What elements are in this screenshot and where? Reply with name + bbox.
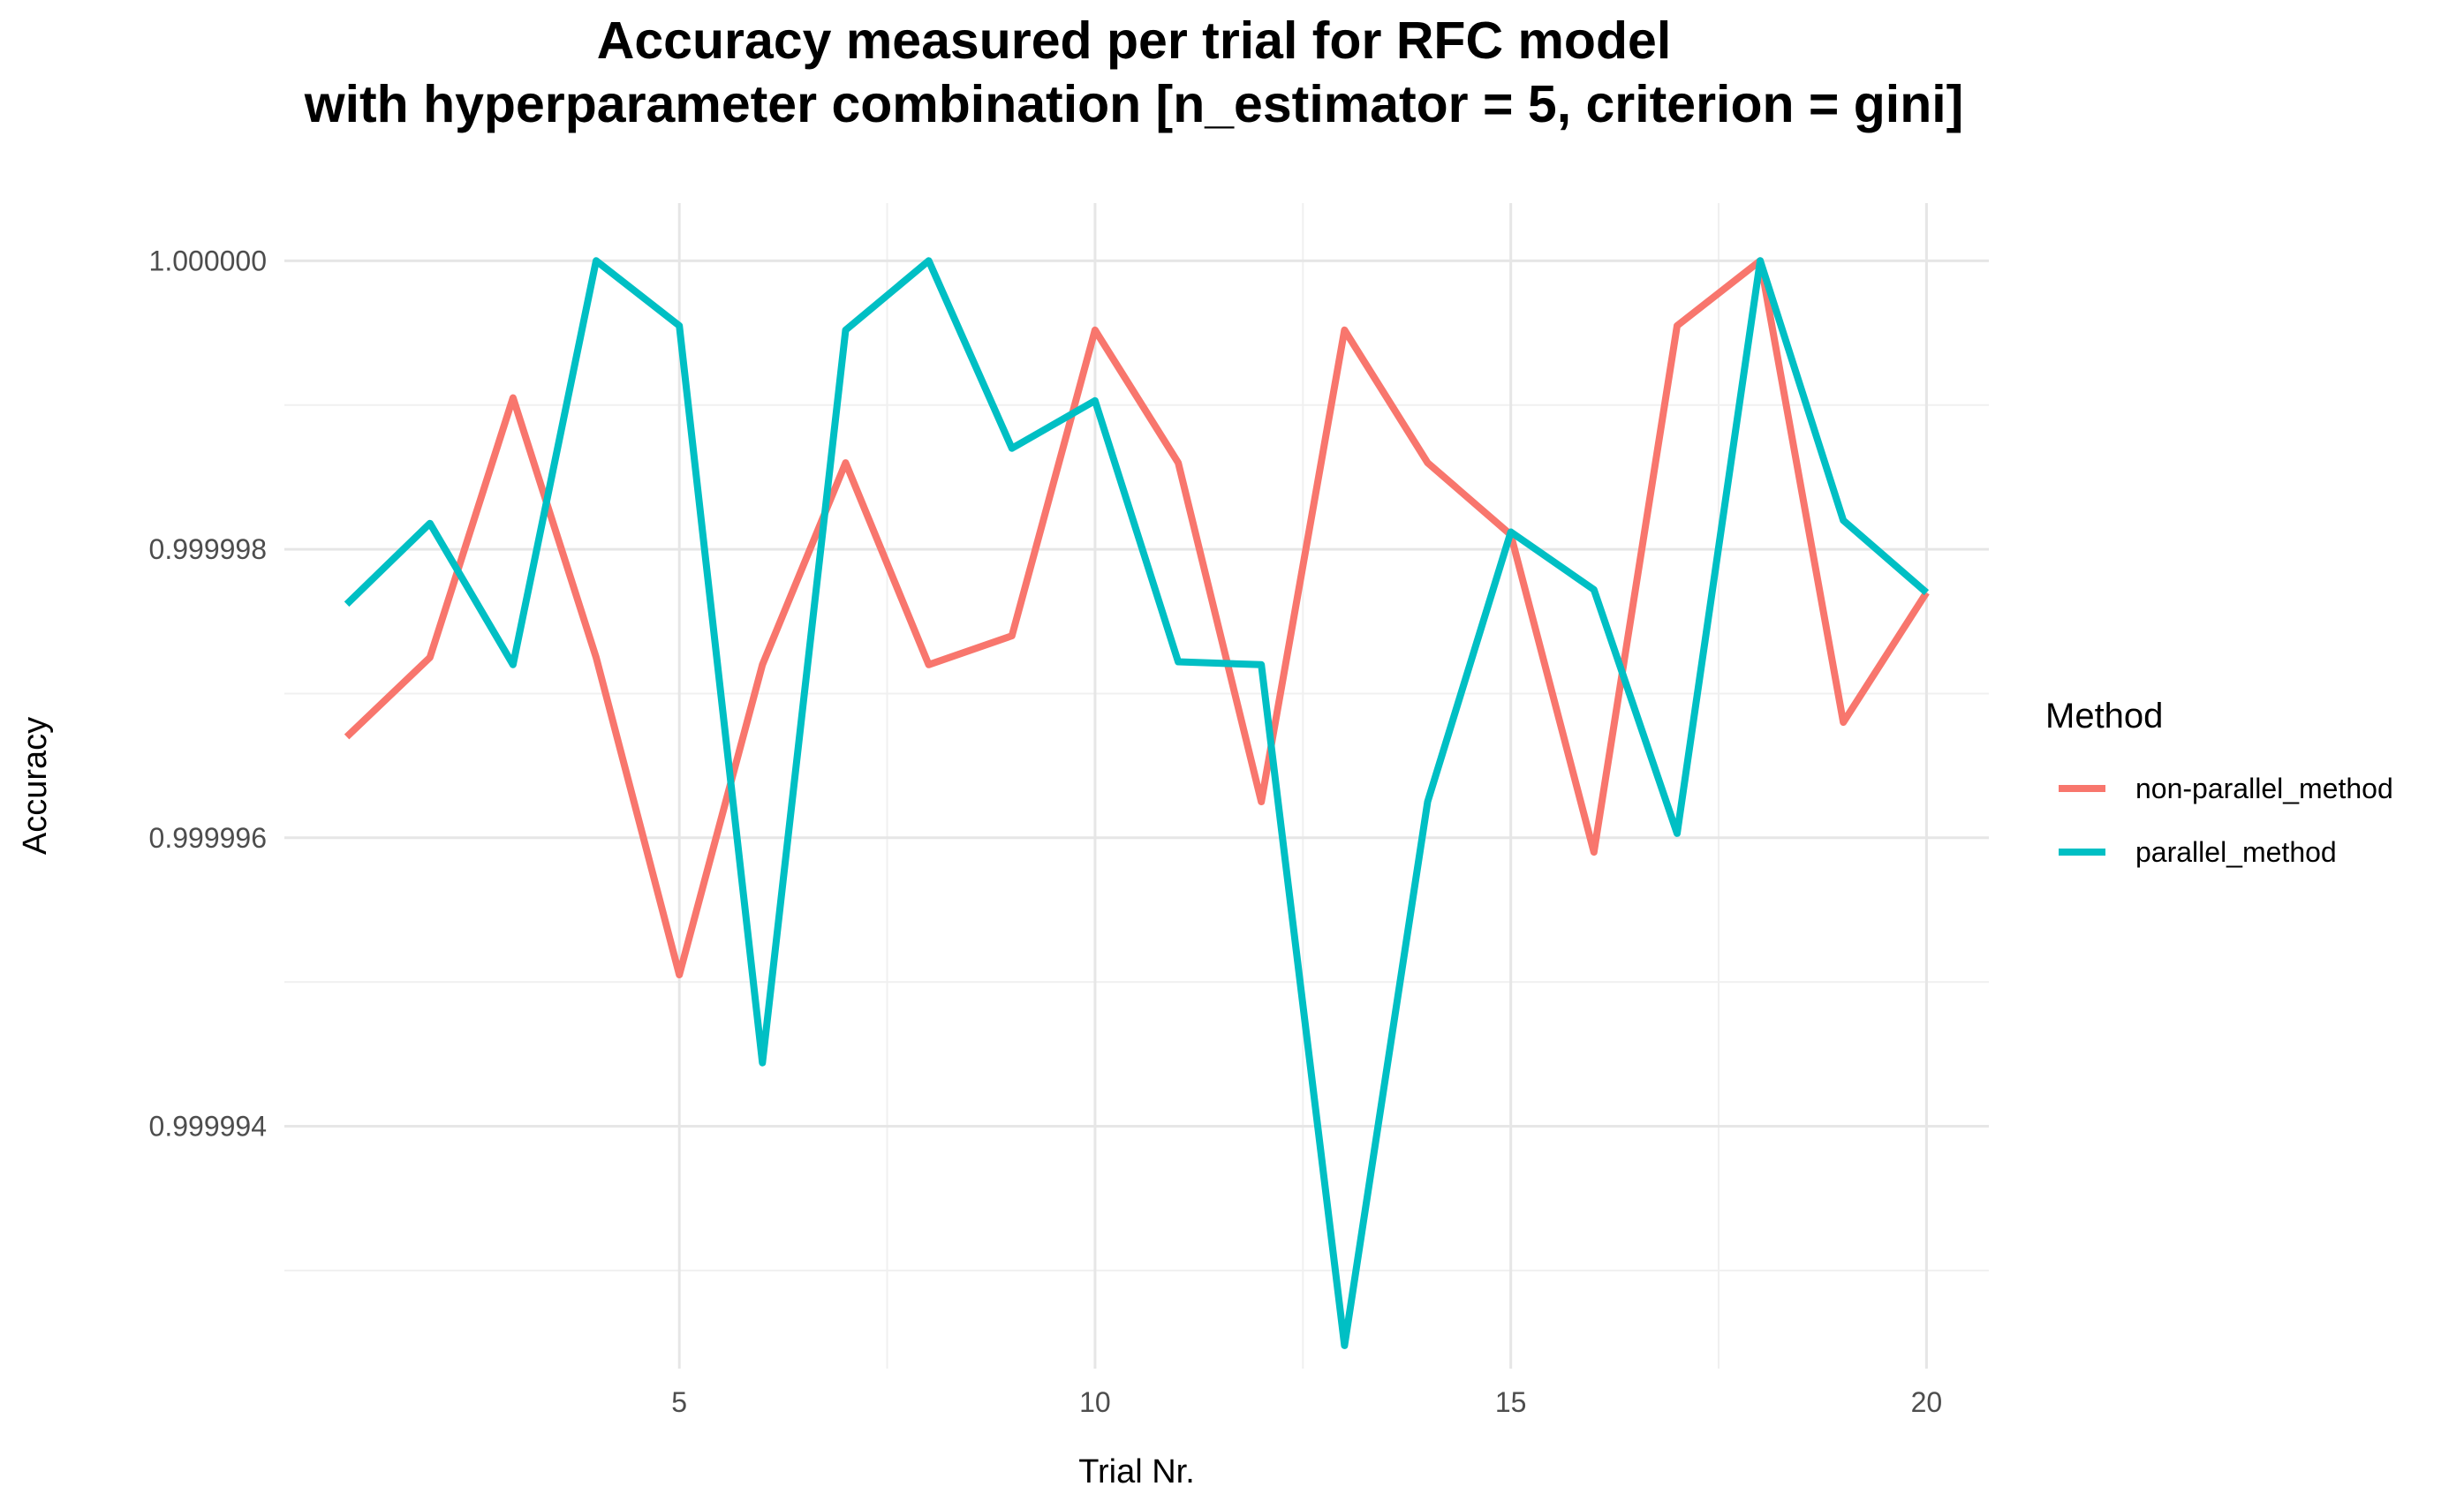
y-tick-label: 0.999998 <box>149 533 267 565</box>
tick-layer: 5 10 15 20 0.999994 0.999996 0.999998 1.000000 <box>149 245 1943 1418</box>
chart-subtitle: with hyperparameter combination [n_estim… <box>304 75 1964 133</box>
chart-title: Accuracy measured per trial for RFC mode… <box>597 11 1671 70</box>
legend: Method non-parallel_method parallel_metho… <box>2045 697 2393 868</box>
grid-layer <box>284 203 1989 1369</box>
legend-items: non-parallel_method parallel_method <box>2059 773 2393 868</box>
y-tick-label: 0.999994 <box>149 1111 267 1143</box>
y-axis-title: Accuracy <box>17 717 54 855</box>
x-tick-label: 5 <box>671 1386 687 1418</box>
series-layer <box>344 257 1930 1349</box>
series-line-parallel_method <box>344 257 1930 1349</box>
x-axis-title: Trial Nr. <box>1078 1453 1195 1490</box>
legend-label-non-parallel_method: non-parallel_method <box>2135 773 2393 804</box>
legend-title: Method <box>2045 697 2163 736</box>
x-tick-label: 10 <box>1079 1386 1111 1418</box>
y-tick-label: 1.000000 <box>149 245 267 276</box>
legend-label-parallel_method: parallel_method <box>2135 836 2337 868</box>
x-tick-label: 15 <box>1495 1386 1527 1418</box>
y-tick-label: 0.999996 <box>149 822 267 854</box>
series-line-non-parallel_method <box>344 257 1930 978</box>
x-tick-label: 20 <box>1911 1386 1943 1418</box>
